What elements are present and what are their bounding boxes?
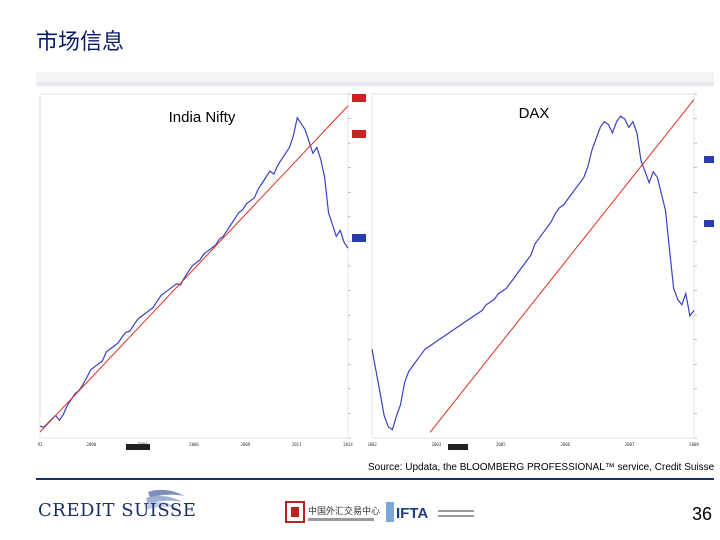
cfets-name: 中国外汇交易中心 bbox=[308, 505, 380, 517]
dax-chart-background bbox=[368, 72, 714, 466]
dax-chart-title: DAX bbox=[519, 105, 550, 122]
ifta-tagline-bar-1 bbox=[438, 510, 474, 512]
nifty-x-tick-label: 92 bbox=[38, 442, 43, 447]
ifta-mark-icon bbox=[386, 502, 394, 522]
credit-suisse-wordmark: CREDIT SUISSE bbox=[38, 500, 197, 521]
nifty-chart-background bbox=[36, 72, 368, 466]
nifty-chart: India Nifty 92200020032006200920112014 bbox=[36, 72, 368, 466]
ifta-logo: IFTA bbox=[386, 502, 474, 522]
dax-price-tag-2 bbox=[704, 220, 714, 227]
nifty-price-series bbox=[39, 116, 349, 428]
dax-x-axis: 2002 2003 2005 2006 2007 2008 bbox=[368, 442, 699, 447]
nifty-price-tag-2 bbox=[352, 130, 366, 138]
dax-header-bar bbox=[368, 72, 714, 82]
dax-price-series bbox=[371, 115, 695, 431]
cfets-subtitle-bar bbox=[308, 518, 374, 521]
nifty-x-tick-label: 2011 bbox=[292, 442, 302, 447]
dax-trendline bbox=[429, 99, 695, 433]
dax-x-tick-label: 2002 bbox=[368, 442, 377, 447]
nifty-trendline bbox=[39, 105, 349, 433]
slide-title: 市场信息 bbox=[36, 30, 125, 55]
dax-chart: DAX 2002 2003 2005 2006 2007 2008 bbox=[368, 72, 714, 466]
cfets-emblem-inner bbox=[291, 507, 299, 517]
credit-suisse-logo bbox=[144, 489, 184, 510]
dax-price-tag-1 bbox=[704, 156, 714, 163]
ifta-wordmark: IFTA bbox=[396, 505, 428, 522]
nifty-price-tag-1 bbox=[352, 94, 366, 102]
ifta-tagline-bar-2 bbox=[438, 515, 474, 517]
page-number: 36 bbox=[691, 504, 712, 524]
nifty-header-bar-2 bbox=[36, 82, 368, 86]
cfets-logo: 中国外汇交易中心 bbox=[285, 501, 380, 523]
dax-header-bar-2 bbox=[368, 82, 714, 86]
dax-y-axis bbox=[694, 93, 697, 439]
nifty-date-tag bbox=[126, 444, 150, 450]
nifty-y-axis bbox=[348, 93, 351, 439]
dax-x-tick-label: 2008 bbox=[689, 442, 699, 447]
nifty-x-tick-label: 2006 bbox=[189, 442, 199, 447]
cfets-emblem-icon bbox=[285, 501, 305, 523]
sail-icon-3 bbox=[144, 501, 178, 510]
dax-date-tag bbox=[448, 444, 468, 450]
nifty-x-tick-label: 2009 bbox=[241, 442, 251, 447]
footer-rule bbox=[36, 478, 714, 480]
nifty-chart-title: India Nifty bbox=[169, 109, 236, 126]
source-note: Source: Updata, the BLOOMBERG PROFESSION… bbox=[368, 462, 715, 473]
dax-x-tick-label: 2006 bbox=[560, 442, 570, 447]
dax-x-tick-label: 2005 bbox=[496, 442, 506, 447]
dax-x-tick-label: 2003 bbox=[432, 442, 442, 447]
nifty-x-tick-label: 2000 bbox=[87, 442, 97, 447]
dax-x-tick-label: 2007 bbox=[625, 442, 635, 447]
nifty-header-bar bbox=[36, 72, 368, 82]
nifty-price-tag-3 bbox=[352, 234, 366, 242]
nifty-x-tick-label: 2014 bbox=[343, 442, 353, 447]
